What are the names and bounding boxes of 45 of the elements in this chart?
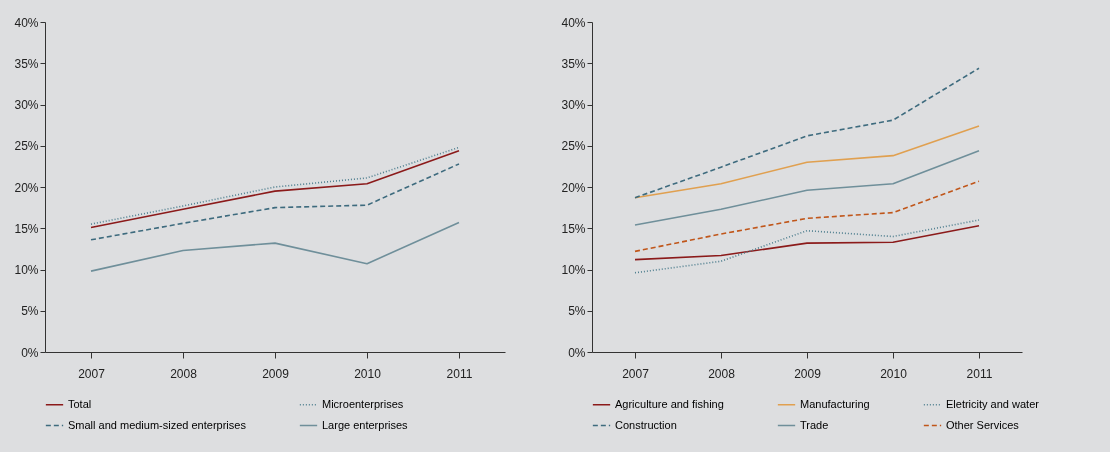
x-tick-label: 2010: [880, 366, 908, 381]
y-tick-label: 5%: [21, 304, 39, 319]
legend-label: Other Services: [946, 418, 1020, 431]
y-tick-label: 5%: [568, 304, 586, 319]
y-tick-label: 0%: [21, 345, 39, 360]
x-tick-label: 2009: [262, 366, 290, 381]
x-tick-label: 2008: [708, 366, 736, 381]
legend-label: Total: [68, 397, 92, 410]
x-tick-label: 2007: [622, 366, 650, 381]
y-tick-label: 10%: [561, 263, 586, 277]
y-tick-label: 20%: [14, 180, 39, 195]
y-tick-label: 40%: [14, 15, 39, 30]
line-series: [90, 221, 460, 272]
x-tick-label: 2011: [446, 366, 473, 381]
x-tick-label: 2011: [966, 366, 993, 381]
y-tick-label: 15%: [14, 221, 39, 236]
legend-label: Small and medium-sized enterprises: [68, 418, 247, 431]
y-tick-label: 30%: [561, 98, 586, 112]
x-tick-label: 2007: [78, 366, 106, 381]
y-tick-label: 0%: [568, 345, 586, 360]
legend-label: Eletricity and water: [946, 397, 1040, 410]
line-series: [634, 149, 980, 226]
y-tick-label: 40%: [561, 15, 586, 30]
x-tick-label: 2010: [354, 366, 382, 381]
legend-label: Microenterprises: [322, 397, 404, 410]
y-tick-label: 10%: [14, 263, 39, 277]
line-series: [634, 224, 980, 261]
legend-label: Manufacturing: [800, 397, 870, 410]
y-tick-label: 15%: [561, 221, 586, 236]
legend-label: Trade: [800, 418, 829, 431]
line-series: [634, 219, 980, 274]
y-tick-label: 30%: [14, 98, 39, 112]
legend-label: Large enterprises: [322, 418, 409, 431]
y-tick-label: 25%: [561, 139, 586, 154]
line-series: [90, 163, 460, 241]
y-tick-label: 20%: [561, 180, 586, 195]
legend-label: Construction: [615, 418, 677, 431]
x-tick-label: 2008: [170, 366, 198, 381]
line-series: [634, 67, 980, 199]
y-tick-label: 25%: [14, 139, 39, 154]
line-series: [634, 180, 980, 253]
legend-label: Agriculture and fishing: [615, 397, 724, 410]
x-tick-label: 2009: [794, 366, 822, 381]
y-tick-label: 35%: [14, 56, 39, 71]
y-tick-label: 35%: [561, 56, 586, 71]
